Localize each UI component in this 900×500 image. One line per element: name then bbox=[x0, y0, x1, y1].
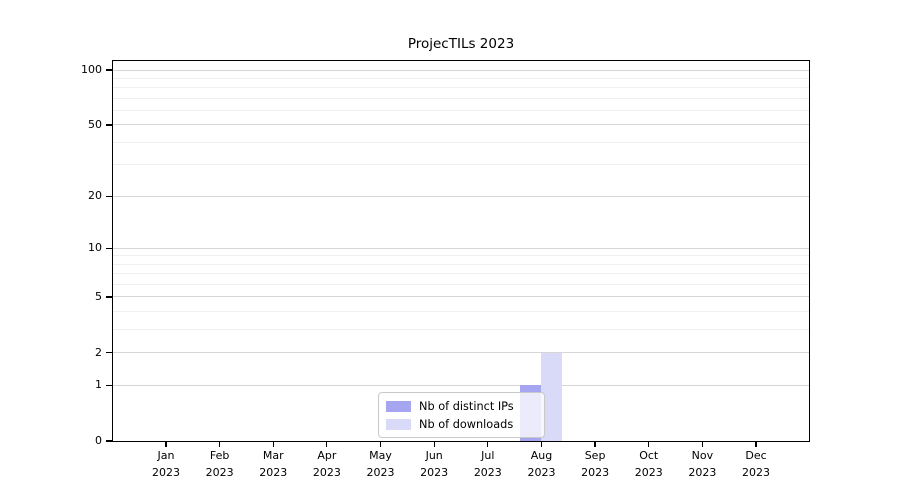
y-gridline-minor bbox=[113, 77, 809, 79]
y-gridline-minor bbox=[113, 255, 809, 257]
x-tick-label: Jun 2023 bbox=[420, 449, 449, 479]
y-gridline-minor bbox=[113, 164, 809, 166]
x-tick bbox=[701, 442, 703, 447]
x-tick-label: Jul 2023 bbox=[473, 449, 502, 479]
x-tick bbox=[272, 442, 274, 447]
y-gridline-minor bbox=[113, 284, 809, 286]
y-tick bbox=[106, 384, 112, 386]
y-tick-label: 0 bbox=[95, 434, 102, 447]
x-tick bbox=[433, 442, 435, 447]
y-tick bbox=[106, 195, 112, 197]
y-tick-label: 10 bbox=[88, 241, 102, 255]
x-tick-label: Oct 2023 bbox=[634, 449, 663, 479]
legend-item-distinct-ips: Nb of distinct IPs bbox=[386, 398, 536, 415]
x-tick bbox=[219, 442, 221, 447]
legend-swatch-downloads bbox=[386, 419, 411, 430]
x-tick-label: Mar 2023 bbox=[259, 449, 288, 479]
legend-label-distinct-ips: Nb of distinct IPs bbox=[419, 400, 514, 413]
x-tick bbox=[165, 442, 167, 447]
legend: Nb of distinct IPs Nb of downloads bbox=[378, 392, 545, 438]
y-gridline-minor bbox=[113, 311, 809, 313]
x-tick bbox=[594, 442, 596, 447]
x-tick bbox=[487, 442, 489, 447]
legend-item-downloads: Nb of downloads bbox=[386, 416, 536, 433]
y-tick bbox=[106, 124, 112, 126]
y-tick-label: 1 bbox=[95, 378, 102, 392]
y-gridline-minor bbox=[113, 87, 809, 89]
x-tick-label: May 2023 bbox=[366, 449, 395, 479]
y-tick bbox=[106, 352, 112, 354]
x-tick-label: Dec 2023 bbox=[742, 449, 770, 479]
x-tick-label: Sep 2023 bbox=[581, 449, 610, 479]
x-tick-label: Apr 2023 bbox=[312, 449, 341, 479]
y-gridline-minor bbox=[113, 273, 809, 275]
y-gridline-major bbox=[113, 247, 809, 249]
y-gridline-major bbox=[113, 69, 809, 71]
plot-area bbox=[112, 60, 810, 442]
y-gridline-major bbox=[113, 384, 809, 386]
y-tick-label: 20 bbox=[88, 189, 102, 203]
x-tick bbox=[326, 442, 328, 447]
y-gridline-minor bbox=[113, 263, 809, 265]
y-gridline-major bbox=[113, 352, 809, 354]
y-gridline-major bbox=[113, 195, 809, 197]
y-gridline-minor bbox=[113, 110, 809, 112]
legend-swatch-distinct-ips bbox=[386, 401, 411, 412]
y-tick-label: 2 bbox=[95, 345, 102, 359]
chart-title: ProjecTILs 2023 bbox=[407, 36, 515, 52]
y-tick bbox=[106, 296, 112, 298]
x-tick-label: Jan 2023 bbox=[152, 449, 180, 479]
y-gridline-major bbox=[113, 124, 809, 126]
x-tick bbox=[540, 442, 543, 447]
y-tick bbox=[106, 69, 112, 71]
bar-downloads-aug bbox=[541, 352, 563, 441]
y-tick-label: 5 bbox=[95, 289, 102, 303]
x-tick bbox=[755, 442, 757, 447]
x-tick-label: Feb 2023 bbox=[205, 449, 234, 479]
y-gridline-minor bbox=[113, 141, 809, 143]
y-tick bbox=[106, 440, 112, 442]
x-tick bbox=[379, 442, 382, 447]
y-gridline-major bbox=[113, 296, 809, 298]
y-tick bbox=[106, 247, 112, 249]
x-tick-label: Aug 2023 bbox=[527, 449, 556, 479]
y-gridline-minor bbox=[113, 97, 809, 99]
y-tick-label: 50 bbox=[88, 117, 102, 131]
x-tick-label: Nov 2023 bbox=[688, 449, 717, 479]
y-gridline-minor bbox=[113, 329, 809, 331]
y-tick-label: 100 bbox=[81, 63, 102, 77]
x-tick bbox=[648, 442, 650, 447]
legend-label-downloads: Nb of downloads bbox=[419, 418, 514, 431]
